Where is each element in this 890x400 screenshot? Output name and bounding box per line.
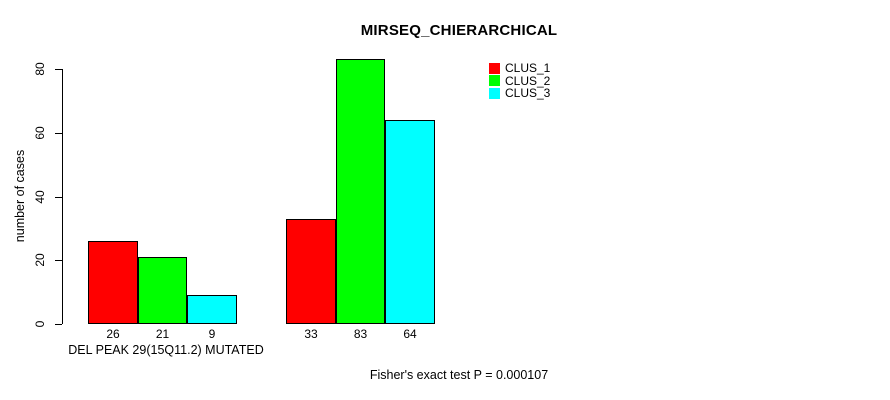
bar-value-label: 21 (155, 327, 170, 341)
y-axis-tick (55, 324, 62, 325)
chart-title: MIRSEQ_CHIERARCHICAL (360, 22, 558, 39)
bar-clus_3-group2 (385, 120, 435, 324)
legend-label: CLUS_3 (505, 86, 551, 101)
x-axis-label: DEL PEAK 29(15Q11.2) MUTATED (68, 343, 264, 357)
y-axis-tick (55, 69, 62, 70)
y-axis-tick-label: 60 (33, 126, 47, 140)
y-axis-tick (55, 196, 62, 198)
bar-value-label: 83 (353, 327, 368, 341)
y-axis-tick-label: 20 (33, 253, 47, 267)
bar-clus_2-group2 (335, 59, 385, 324)
legend-swatch (489, 62, 500, 74)
legend-swatch (489, 87, 500, 99)
y-axis-title: number of cases (13, 149, 27, 243)
legend: CLUS_1 CLUS_2 CLUS_3 (489, 62, 550, 100)
y-axis-tick (55, 132, 62, 134)
bar-value-label: 33 (304, 327, 318, 341)
bar-value-label: 26 (106, 327, 120, 341)
bar-clus_3-group1 (187, 295, 237, 324)
legend-label: CLUS_2 (505, 73, 551, 88)
y-axis-tick-label: 40 (33, 189, 47, 204)
legend-label: CLUS_1 (505, 61, 551, 76)
bar-clus_1-group1 (88, 241, 138, 324)
legend-item: CLUS_3 (489, 87, 550, 100)
fisher-test-annotation: Fisher's exact test P = 0.000107 (369, 368, 549, 382)
y-axis-tick (55, 260, 62, 262)
y-axis-line (62, 69, 63, 324)
legend-item: CLUS_1 (489, 62, 550, 75)
bar-value-label: 64 (403, 327, 417, 341)
y-axis-tick-label: 80 (33, 62, 47, 76)
bar-value-label: 9 (208, 327, 216, 341)
legend-swatch (489, 75, 500, 87)
bar-clus_2-group1 (137, 257, 187, 324)
legend-item: CLUS_2 (489, 75, 550, 88)
y-axis-tick-label: 0 (33, 320, 47, 328)
bar-clus_1-group2 (286, 218, 336, 324)
